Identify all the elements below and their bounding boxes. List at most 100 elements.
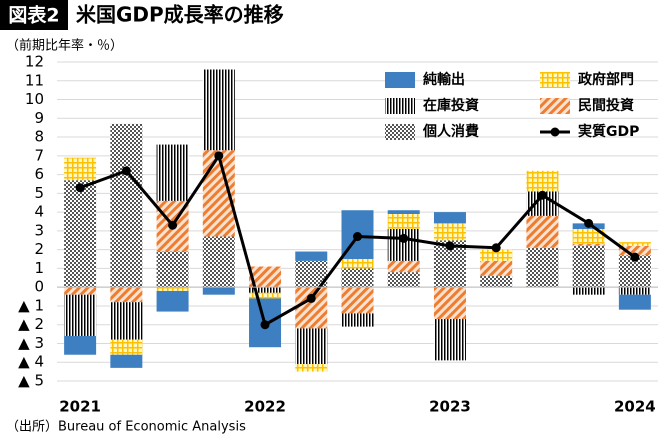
gdp-point xyxy=(630,252,640,262)
x-tick-label: 2024 xyxy=(614,398,656,416)
bar-segment xyxy=(156,251,189,288)
bar-segment xyxy=(433,287,466,320)
bar-segment xyxy=(295,364,328,372)
legend-label: 政府部門 xyxy=(578,71,634,88)
gdp-point xyxy=(399,233,409,243)
y-tick-label: ▲ 2 xyxy=(18,315,44,333)
bar-segment xyxy=(572,244,605,246)
gdp-point xyxy=(306,293,316,303)
y-tick-label: 10 xyxy=(25,90,44,108)
bar-segment xyxy=(64,157,97,181)
bar-segment xyxy=(341,287,374,314)
legend-label: 純輸出 xyxy=(423,71,465,88)
bar-segment xyxy=(156,287,189,291)
title: 米国GDP成長率の推移 xyxy=(76,3,284,27)
bar-segment xyxy=(618,294,651,310)
bar-segment xyxy=(341,268,374,288)
y-tick-label: 7 xyxy=(34,146,44,164)
bar-segment xyxy=(64,335,97,355)
gdp-point xyxy=(445,241,455,251)
legend-swatch xyxy=(540,72,570,88)
gdp-point xyxy=(537,190,547,200)
bar-segment xyxy=(387,260,420,273)
y-tick-label: 3 xyxy=(34,221,44,239)
legend-label: 個人消費 xyxy=(422,123,479,140)
x-tick-label: 2022 xyxy=(244,398,286,416)
bar-segment xyxy=(295,287,328,329)
bar-segment xyxy=(110,302,143,340)
gdp-point xyxy=(584,218,594,228)
bar-segment xyxy=(249,287,282,293)
bar-segment xyxy=(64,294,97,336)
bar-segment xyxy=(249,266,282,288)
bar-segment xyxy=(156,290,189,312)
y-tick-label: 6 xyxy=(34,165,44,183)
y-tick-label: ▲ 1 xyxy=(18,296,44,314)
bar-segment xyxy=(618,242,651,246)
bar-segment xyxy=(387,229,420,261)
y-tick-label: 9 xyxy=(34,109,44,127)
bar-segment xyxy=(526,215,559,248)
bar-segment xyxy=(387,210,420,214)
bar-segment xyxy=(295,251,328,261)
bar-segment xyxy=(387,272,420,288)
y-tick-label: ▲ 3 xyxy=(18,334,44,352)
bar-segment xyxy=(433,212,466,224)
bar-segment xyxy=(433,319,466,361)
bar-segment xyxy=(387,213,420,230)
y-tick-label: ▲ 4 xyxy=(18,353,44,371)
bar-segment xyxy=(480,260,513,276)
x-tick-label: 2023 xyxy=(429,398,471,416)
bar-segment xyxy=(572,229,605,245)
bar-segment xyxy=(618,287,651,295)
y-tick-label: 2 xyxy=(34,240,44,258)
badge: 図表2 xyxy=(8,4,59,27)
legend-label: 在庫投資 xyxy=(423,97,479,114)
legend-label: 民間投資 xyxy=(578,97,634,114)
bar-segment xyxy=(64,287,97,295)
gdp-point xyxy=(214,151,224,161)
bar-segment xyxy=(110,287,143,303)
source: （出所）Bureau of Economic Analysis xyxy=(6,420,246,435)
bar-segment xyxy=(433,223,466,241)
bar-segment xyxy=(110,123,143,288)
y-tick-label: 0 xyxy=(34,278,44,296)
bar-segment xyxy=(572,245,605,288)
legend-swatch xyxy=(385,72,415,88)
bar-segment xyxy=(341,313,374,327)
y-tick-label: 11 xyxy=(25,71,44,89)
bar-segment xyxy=(64,180,97,288)
gdp-point xyxy=(353,232,362,242)
y-tick-label: 8 xyxy=(34,128,44,146)
legend-swatch xyxy=(385,124,415,140)
bar-segment xyxy=(480,275,513,288)
gdp-point xyxy=(168,220,178,230)
y-tick-label: 5 xyxy=(34,184,44,202)
legend-swatch xyxy=(385,98,415,114)
legend-swatch xyxy=(540,98,570,114)
y-tick-label: 1 xyxy=(34,259,44,277)
gdp-point xyxy=(260,320,270,330)
legend-dot xyxy=(550,127,560,137)
bar-segment xyxy=(110,354,143,368)
bar-segment xyxy=(202,287,235,295)
y-tick-label: ▲ 5 xyxy=(18,372,44,390)
bar-segment xyxy=(110,339,143,355)
bar-segment xyxy=(202,236,235,288)
legend-label: 実質GDP xyxy=(578,123,639,140)
gdp-point xyxy=(121,166,131,176)
badge-bg xyxy=(0,0,68,30)
bar-segment xyxy=(341,259,374,269)
gdp-point xyxy=(491,243,501,253)
gdp-point xyxy=(75,183,85,193)
y-tick-label: 4 xyxy=(34,203,44,221)
x-tick-label: 2021 xyxy=(59,398,101,416)
bar-segment xyxy=(156,144,189,201)
bar-segment xyxy=(249,292,282,299)
y-tick-label: 12 xyxy=(25,53,44,71)
bar-segment xyxy=(572,287,605,295)
bar-segment xyxy=(202,69,235,151)
bar-segment xyxy=(526,247,559,288)
bar-segment xyxy=(618,245,651,256)
